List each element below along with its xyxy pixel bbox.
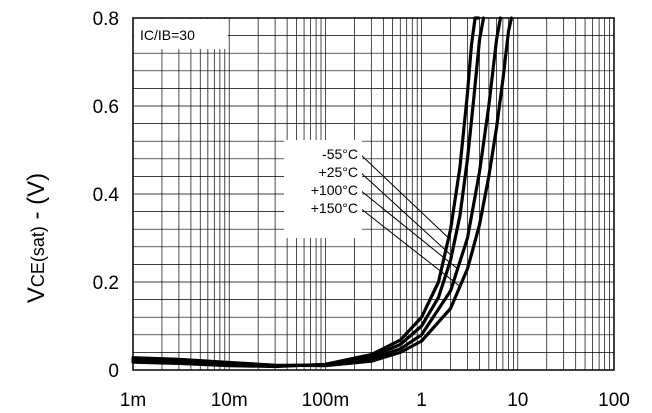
- legend-leader-line: [359, 207, 461, 287]
- legend-label-150c: +150°C: [311, 200, 358, 216]
- y-axis-label-main: V: [23, 287, 50, 303]
- y-tick-label: 0.2: [93, 273, 119, 294]
- series-line-150c: [131, 16, 514, 368]
- x-tick-label: 10: [507, 390, 528, 411]
- y-axis-label-subscript: CE(sat): [28, 226, 48, 287]
- legend-label-55c: -55°C: [322, 146, 358, 162]
- annotation-box: [134, 19, 228, 49]
- legend-box: [284, 140, 362, 238]
- y-axis-label: VCE(sat) - (V): [23, 173, 50, 303]
- legend-leader-line: [359, 153, 449, 239]
- x-tick-label: 1: [416, 390, 427, 411]
- legend-label-25c: +25°C: [319, 164, 358, 180]
- y-tick-label: 0.4: [93, 185, 120, 206]
- y-tick-label: 0.6: [93, 97, 119, 118]
- y-axis-label-unit: - (V): [23, 173, 50, 226]
- legend: -55°C +25°C +100°C +150°C: [311, 146, 358, 216]
- legend-label-100c: +100°C: [311, 182, 358, 198]
- legend-leader-line: [359, 171, 452, 256]
- y-tick-label: 0: [108, 361, 119, 382]
- annotation-label: IC/IB=30: [140, 27, 195, 43]
- plot-frame: [132, 17, 615, 371]
- x-tick-label: 10m: [211, 390, 248, 411]
- x-tick-labels: 1m 10m 100m 1 10 100: [120, 390, 630, 411]
- grid: [132, 18, 614, 370]
- series-group: [131, 16, 514, 369]
- y-tick-label: 0.8: [93, 9, 119, 30]
- legend-leaders: [359, 153, 461, 287]
- y-tick-labels: 0 0.2 0.4 0.6 0.8: [93, 9, 120, 382]
- legend-leader-line: [359, 189, 458, 270]
- x-tick-label: 100m: [302, 390, 350, 411]
- x-tick-label: 1m: [120, 390, 146, 411]
- x-tick-label: 100: [598, 390, 630, 411]
